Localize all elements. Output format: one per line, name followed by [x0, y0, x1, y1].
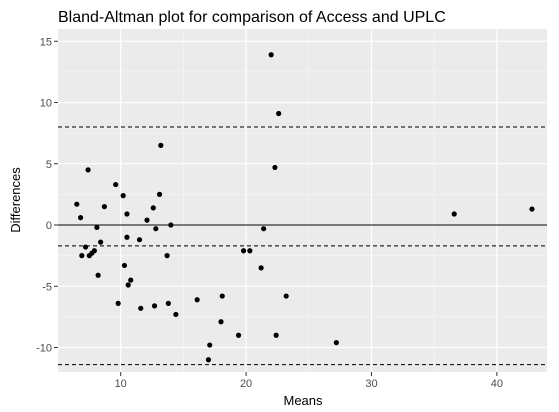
data-point	[82, 244, 89, 250]
y-tick-label: 5	[46, 159, 52, 171]
data-point	[219, 293, 225, 299]
data-point	[151, 303, 158, 309]
data-point	[128, 277, 134, 283]
x-axis-title: Means	[283, 393, 323, 408]
data-point	[194, 297, 200, 303]
y-tick-label: -10	[36, 343, 52, 355]
data-point	[268, 52, 274, 58]
data-point	[261, 226, 267, 232]
data-point	[124, 211, 130, 217]
data-point	[150, 205, 156, 211]
data-point	[79, 253, 85, 259]
y-tick-label: 0	[46, 220, 52, 232]
data-point	[98, 239, 104, 245]
data-point	[207, 342, 213, 348]
x-axis-ticks: 10 20 30 40	[115, 372, 503, 390]
data-point	[153, 226, 159, 232]
chart-title: Bland-Altman plot for comparison of Acce…	[58, 9, 446, 26]
data-point	[164, 253, 170, 259]
data-point	[77, 215, 84, 221]
y-axis-title: Differences	[8, 167, 23, 233]
data-point	[124, 234, 130, 240]
data-point	[120, 193, 126, 199]
data-point	[529, 206, 535, 212]
y-axis-ticks: -10 -5 0 5 10 15	[36, 36, 58, 355]
major-grid-lines	[58, 29, 547, 372]
data-point	[74, 201, 80, 207]
data-point	[95, 272, 101, 278]
data-point	[94, 224, 100, 231]
data-point	[173, 311, 179, 318]
y-tick-label: -5	[42, 281, 52, 293]
data-point	[451, 211, 457, 217]
data-point	[113, 181, 119, 188]
data-point	[240, 248, 247, 254]
data-point	[258, 265, 264, 271]
data-point	[115, 300, 121, 306]
data-point	[156, 191, 163, 197]
data-point	[136, 237, 143, 243]
data-point	[101, 204, 107, 210]
y-tick-label: 15	[40, 36, 52, 48]
data-point	[138, 305, 144, 311]
data-point	[121, 262, 128, 269]
plot-panel	[58, 29, 547, 372]
data-point	[283, 293, 289, 299]
x-tick-label: 40	[491, 378, 503, 390]
data-point	[165, 300, 171, 306]
data-point	[273, 332, 279, 338]
reference-lines	[58, 126, 547, 366]
data-point	[168, 222, 174, 228]
data-point	[91, 248, 97, 254]
data-points	[74, 52, 535, 363]
x-tick-label: 10	[115, 378, 127, 390]
minor-grid-lines	[58, 29, 547, 372]
data-point	[272, 164, 278, 171]
x-tick-label: 30	[365, 378, 377, 390]
x-tick-label: 20	[240, 378, 252, 390]
data-point	[205, 357, 212, 363]
data-point	[333, 340, 339, 346]
y-tick-label: 10	[40, 98, 52, 110]
data-point	[158, 142, 164, 148]
data-point	[144, 217, 150, 223]
data-point	[235, 332, 242, 338]
data-point	[85, 167, 91, 173]
data-point	[218, 319, 224, 325]
data-point	[247, 248, 253, 254]
data-point	[276, 110, 282, 117]
data-point	[125, 282, 131, 288]
